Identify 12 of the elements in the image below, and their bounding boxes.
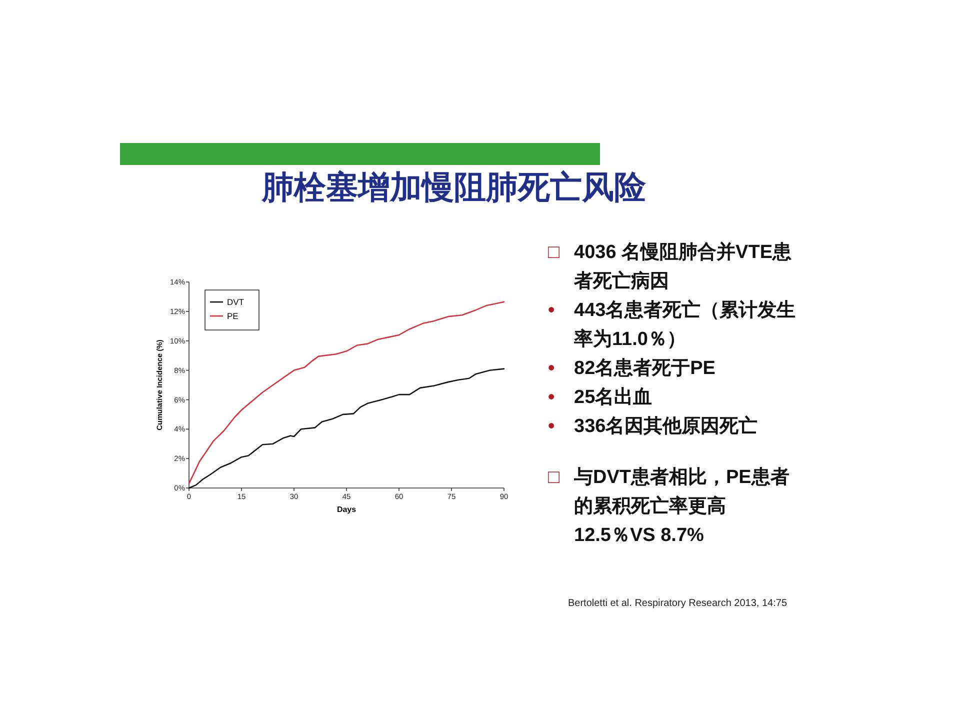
- legend-label: PE: [227, 311, 239, 321]
- text: • 82名患者死于PE: [548, 356, 716, 381]
- line-series: [188, 301, 505, 484]
- text: • 443名患者死亡（累计发生率为11.0％）: [548, 298, 797, 352]
- chart-title: 肺栓塞增加慢阻肺死亡风险: [262, 168, 646, 207]
- x-axis-title: Days: [336, 505, 357, 514]
- legend-label: DVT: [227, 297, 244, 307]
- text: Bertoletti et al. Respiratory Research 2013, 14:75: [568, 598, 788, 609]
- text: □ 与DVT患者相比，PE患者的累积死亡率更高 12.5％VS 8.7%: [548, 466, 790, 548]
- text: • 25名出血: [548, 386, 654, 410]
- text: • 336名因其他原因死亡: [548, 414, 759, 439]
- text: □ 4036 名慢阻肺合并VTE患者死亡病因: [548, 240, 792, 294]
